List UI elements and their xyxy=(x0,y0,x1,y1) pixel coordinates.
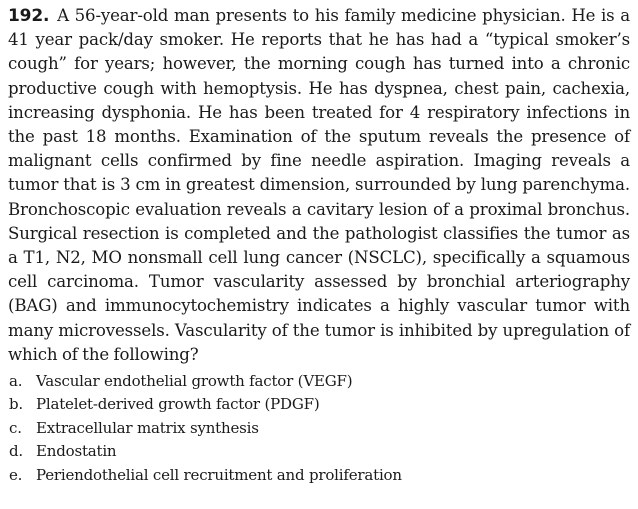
option-letter: a. xyxy=(9,372,23,391)
question-number: 192. xyxy=(8,6,50,26)
option-a[interactable]: a. Vascular endothelial growth factor (V… xyxy=(8,370,630,393)
option-e[interactable]: e. Periendothelial cell recruitment and … xyxy=(8,464,630,487)
answer-options: a. Vascular endothelial growth factor (V… xyxy=(8,370,630,487)
option-text: Vascular endothelial growth factor (VEGF… xyxy=(36,372,353,391)
question-stem: 192. A 56-year-old man presents to his f… xyxy=(8,4,630,367)
option-b[interactable]: b. Platelet-derived growth factor (PDGF) xyxy=(8,393,630,416)
option-text: Periendothelial cell recruitment and pro… xyxy=(36,465,402,484)
option-d[interactable]: d. Endostatin xyxy=(8,440,630,463)
option-letter: d. xyxy=(9,442,23,461)
option-letter: e. xyxy=(9,465,23,484)
option-text: Platelet-derived growth factor (PDGF) xyxy=(36,395,320,414)
option-text: Endostatin xyxy=(36,442,117,461)
question-block: 192. A 56-year-old man presents to his f… xyxy=(8,4,630,487)
option-c[interactable]: c. Extracellular matrix synthesis xyxy=(8,417,630,440)
option-text: Extracellular matrix synthesis xyxy=(36,418,259,437)
option-letter: b. xyxy=(9,395,23,414)
question-text: A 56-year-old man presents to his family… xyxy=(8,6,630,364)
option-letter: c. xyxy=(9,418,22,437)
